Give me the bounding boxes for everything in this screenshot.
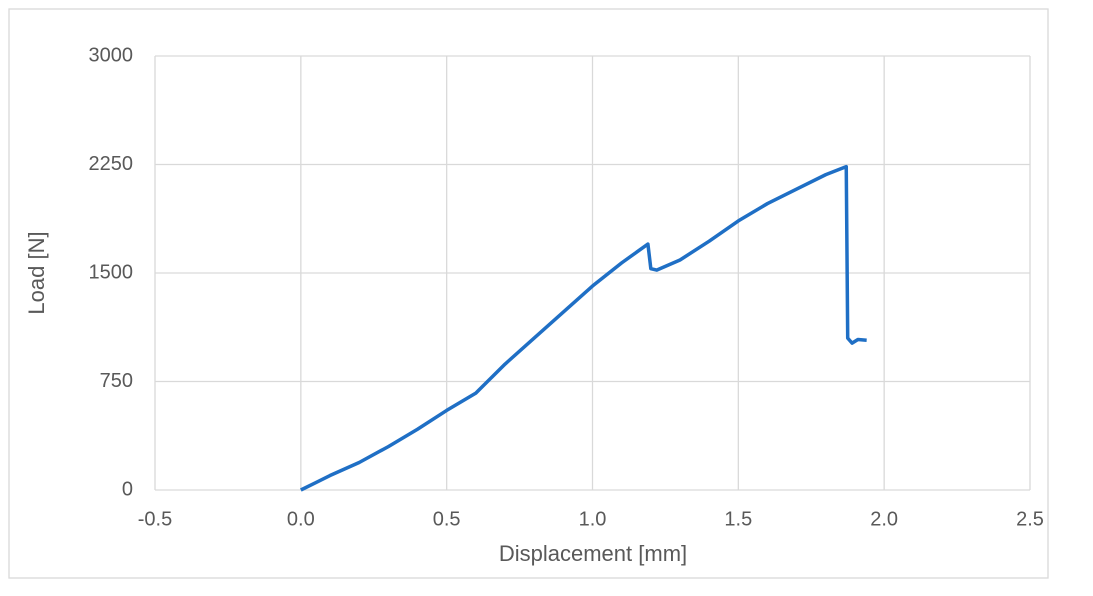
y-axis-title: Load [N] bbox=[24, 231, 49, 314]
y-tick-label: 2250 bbox=[89, 153, 134, 175]
x-axis-title: Displacement [mm] bbox=[499, 541, 687, 566]
y-tick-label: 1500 bbox=[89, 261, 134, 283]
x-tick-label: 2.5 bbox=[1016, 508, 1044, 530]
y-tick-label: 3000 bbox=[89, 44, 134, 66]
data-line bbox=[300, 164, 867, 492]
x-tick-label: 2.0 bbox=[870, 508, 898, 530]
x-tick-label: 1.5 bbox=[724, 508, 752, 530]
x-tick-label: 0.0 bbox=[287, 508, 315, 530]
y-tick-label: 0 bbox=[122, 478, 133, 500]
x-tick-label: 0.5 bbox=[433, 508, 461, 530]
x-tick-label: -0.5 bbox=[138, 508, 172, 530]
chart-border bbox=[8, 8, 1049, 579]
y-tick-label: 750 bbox=[100, 370, 133, 392]
x-tick-label: 1.0 bbox=[579, 508, 607, 530]
